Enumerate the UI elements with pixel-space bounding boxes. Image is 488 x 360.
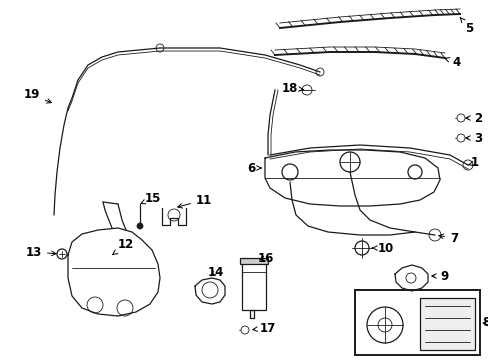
Circle shape [315,68,324,76]
Text: 12: 12 [112,238,134,255]
Text: 17: 17 [252,321,276,334]
Circle shape [57,249,67,259]
Circle shape [241,326,248,334]
Circle shape [137,223,142,229]
Bar [354,290,479,355]
Circle shape [117,300,133,316]
Circle shape [302,85,311,95]
Circle shape [456,134,464,142]
Text: 5: 5 [459,18,472,35]
Text: 7: 7 [438,231,457,244]
Circle shape [339,152,359,172]
Circle shape [405,273,415,283]
Text: 19: 19 [23,89,51,103]
Text: 10: 10 [371,242,393,255]
Bar [240,258,267,264]
Text: 4: 4 [444,55,459,68]
Circle shape [354,241,368,255]
Text: 18: 18 [281,81,303,94]
Text: 9: 9 [431,270,447,283]
Text: 1: 1 [467,157,478,170]
Bar [419,298,474,350]
Circle shape [202,282,218,298]
Circle shape [428,229,440,241]
Text: 14: 14 [207,266,224,279]
Text: 11: 11 [177,194,212,208]
Text: 6: 6 [246,162,261,175]
Circle shape [377,318,391,332]
Circle shape [87,297,103,313]
Text: 15: 15 [141,192,161,204]
Circle shape [168,209,180,221]
Text: 8: 8 [481,316,488,329]
Text: 2: 2 [465,112,481,125]
Circle shape [366,307,402,343]
Text: 13: 13 [26,246,56,258]
Text: 16: 16 [258,252,274,265]
Circle shape [407,165,421,179]
Bar [242,260,265,310]
Circle shape [456,114,464,122]
Text: 3: 3 [465,131,481,144]
Circle shape [156,44,163,52]
Circle shape [282,164,297,180]
Circle shape [462,160,472,170]
